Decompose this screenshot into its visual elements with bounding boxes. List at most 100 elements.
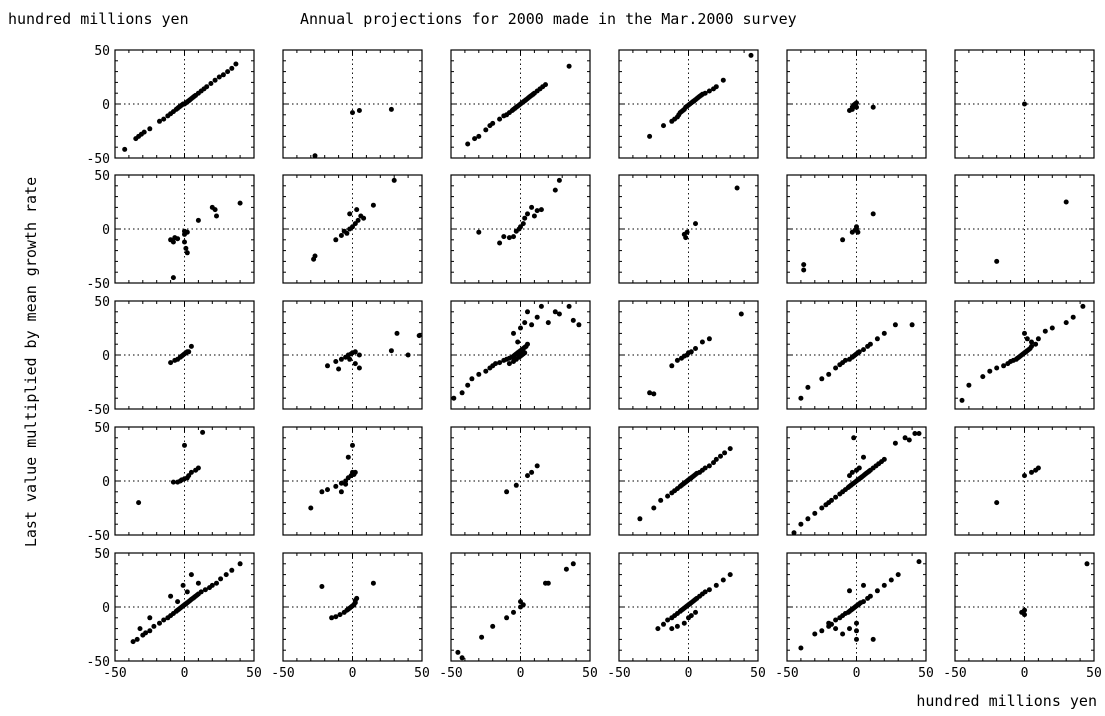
data-point: [356, 352, 362, 358]
data-point: [355, 217, 361, 223]
panel-r4-c2: -50 0 50: [439, 552, 598, 681]
panel-r2-c2: [450, 300, 591, 410]
panel-r1-c3: [618, 174, 759, 284]
x-tick-label: -50: [775, 666, 798, 681]
data-point: [829, 497, 834, 503]
data-point: [994, 258, 1000, 264]
data-point: [229, 567, 235, 573]
panel-r0-c4: [786, 49, 927, 159]
data-point: [538, 303, 544, 309]
data-point: [525, 309, 530, 315]
y-tick-label: -50: [87, 277, 110, 292]
data-point: [1022, 330, 1027, 336]
data-point: [522, 320, 528, 326]
data-point: [706, 463, 712, 469]
data-point: [552, 187, 558, 193]
data-point: [854, 224, 859, 230]
data-point: [506, 235, 512, 241]
data-point: [959, 397, 965, 403]
data-point: [312, 253, 318, 259]
data-point: [490, 120, 496, 126]
data-point: [651, 505, 657, 511]
data-point: [497, 116, 503, 122]
data-point: [336, 366, 342, 372]
data-point: [861, 599, 866, 605]
data-point: [706, 88, 712, 94]
panel-r2-c3: [618, 300, 759, 410]
data-point: [451, 395, 457, 401]
data-point: [333, 614, 339, 620]
y-tick-label: 50: [94, 44, 110, 59]
data-point: [720, 77, 726, 83]
data-point: [168, 593, 174, 599]
data-point: [350, 110, 355, 116]
panel-r1-c2: [450, 174, 591, 284]
data-point: [720, 577, 726, 583]
data-point: [688, 613, 694, 619]
data-point: [170, 239, 176, 245]
x-tick-label: 0: [685, 666, 693, 681]
panel-r0-c3: [618, 49, 759, 159]
data-point: [200, 429, 206, 435]
data-point: [161, 116, 167, 122]
data-point: [343, 481, 349, 487]
data-point: [479, 634, 485, 640]
panel-r0-c1: [282, 49, 423, 159]
data-point: [734, 185, 740, 191]
data-point: [669, 626, 675, 632]
data-point: [699, 339, 705, 345]
panel-r4-c5: -50 0 50: [943, 552, 1102, 681]
y-tick-label: -50: [87, 152, 110, 167]
data-point: [840, 631, 846, 637]
data-point: [504, 615, 510, 621]
x-tick-label: 50: [1086, 666, 1102, 681]
data-point: [892, 440, 898, 446]
data-point: [344, 230, 350, 236]
data-point: [556, 311, 562, 317]
data-point: [849, 469, 855, 475]
data-point: [874, 336, 880, 342]
panel-r3-c0: 50 0 -50: [87, 421, 255, 544]
data-point: [916, 559, 922, 565]
data-point: [647, 390, 653, 396]
data-point: [916, 431, 922, 436]
data-point: [566, 303, 572, 309]
data-point: [204, 84, 210, 90]
data-point: [1063, 199, 1069, 205]
panel-r2-c5: [954, 300, 1095, 410]
data-point: [1084, 561, 1090, 567]
data-point: [151, 623, 157, 629]
data-point: [183, 245, 189, 251]
y-tick-label: -50: [87, 655, 110, 670]
data-point: [805, 384, 811, 390]
data-point: [511, 234, 516, 240]
data-point: [819, 628, 825, 634]
data-point: [497, 240, 503, 246]
data-point: [195, 580, 201, 586]
data-point: [356, 108, 362, 113]
data-point: [405, 352, 411, 358]
data-point: [854, 636, 859, 642]
data-point: [812, 510, 818, 516]
data-point: [182, 239, 187, 245]
data-point: [522, 350, 528, 356]
panel-r0-c0: 50 0 -50: [87, 44, 255, 167]
data-point: [136, 500, 142, 506]
data-point: [188, 343, 194, 349]
data-point: [333, 359, 339, 364]
data-point: [856, 349, 862, 355]
data-point: [566, 63, 572, 69]
data-point: [702, 90, 708, 96]
data-point: [184, 589, 190, 595]
data-point: [337, 612, 343, 618]
panel-r4-c0: 50 0 -50-50 0 50: [87, 547, 262, 681]
data-point: [522, 215, 528, 221]
data-point: [216, 74, 222, 80]
x-tick-label: -50: [607, 666, 630, 681]
data-point: [881, 456, 887, 462]
data-point: [225, 69, 231, 75]
data-point: [543, 82, 548, 88]
x-tick-label: 0: [349, 666, 357, 681]
x-tick-label: 0: [517, 666, 525, 681]
